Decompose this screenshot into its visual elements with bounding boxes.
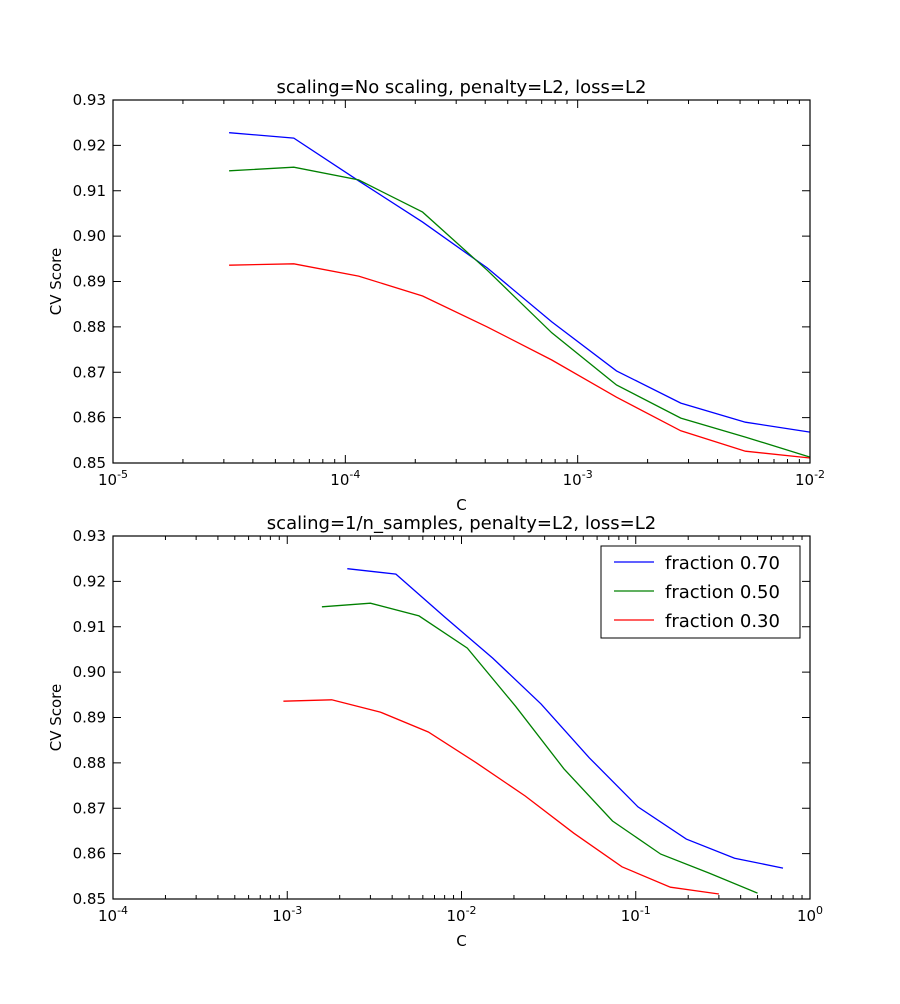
y-tick-label: 0.85 [73, 890, 106, 908]
legend-label: fraction 0.70 [665, 553, 780, 574]
y-tick-label: 0.90 [73, 663, 106, 681]
series-line-fraction-0-30 [229, 263, 811, 459]
legend: fraction 0.70 fraction 0.50 fraction 0.30 [600, 545, 801, 639]
y-tick-label: 0.92 [73, 572, 106, 590]
x-tick-label: 10-3 [563, 468, 593, 489]
y-tick-label: 0.85 [73, 454, 106, 472]
y-axis-label: CV Score [47, 684, 65, 752]
series-line-fraction-0-70 [229, 132, 811, 433]
x-axis-label: C [456, 496, 466, 514]
y-tick-label: 0.88 [73, 318, 106, 336]
y-tick-label: 0.89 [73, 709, 106, 727]
x-tick-label: 100 [797, 904, 823, 925]
y-tick-label: 0.87 [73, 799, 106, 817]
chart-title: scaling=No scaling, penalty=L2, loss=L2 [277, 77, 647, 98]
legend-label: fraction 0.50 [665, 582, 780, 603]
x-tick-label: 10-4 [330, 468, 360, 489]
y-tick-label: 0.86 [73, 409, 106, 427]
x-axis-label: C [456, 932, 466, 950]
x-tick-label: 10-2 [446, 904, 476, 925]
y-tick-label: 0.93 [73, 527, 106, 545]
series-line-fraction-0-70 [347, 568, 784, 869]
y-tick-label: 0.87 [73, 363, 106, 381]
y-tick-label: 0.86 [73, 845, 106, 863]
legend-box [600, 545, 801, 639]
x-tick-label: 10-2 [795, 468, 825, 489]
x-tick-label: 10-4 [98, 904, 128, 925]
chart-title: scaling=1/n_samples, penalty=L2, loss=L2 [267, 513, 656, 534]
y-tick-label: 0.93 [73, 91, 106, 109]
y-tick-label: 0.89 [73, 273, 106, 291]
subplot-1: 0.85 0.86 0.87 0.88 0.89 0.90 0.91 0.92 0.93 10-5… [47, 77, 825, 514]
axes-frame [112, 99, 811, 464]
y-tick-label: 0.88 [73, 754, 106, 772]
x-tick-label: 10-1 [621, 904, 651, 925]
y-tick-label: 0.90 [73, 227, 106, 245]
series-line-fraction-0-50 [229, 166, 811, 458]
x-tick-label: 10-3 [272, 904, 302, 925]
series-line-fraction-0-50 [321, 602, 758, 894]
y-axis-label: CV Score [47, 248, 65, 316]
series-line-fraction-0-30 [283, 699, 719, 895]
y-tick-label: 0.91 [73, 182, 106, 200]
y-tick-label: 0.92 [73, 136, 106, 154]
legend-label: fraction 0.30 [665, 611, 780, 632]
subplot-2: 0.85 0.86 0.87 0.88 0.89 0.90 0.91 0.92 0.93 10-4… [47, 513, 823, 950]
y-tick-label: 0.91 [73, 618, 106, 636]
x-tick-label: 10-5 [98, 468, 128, 489]
